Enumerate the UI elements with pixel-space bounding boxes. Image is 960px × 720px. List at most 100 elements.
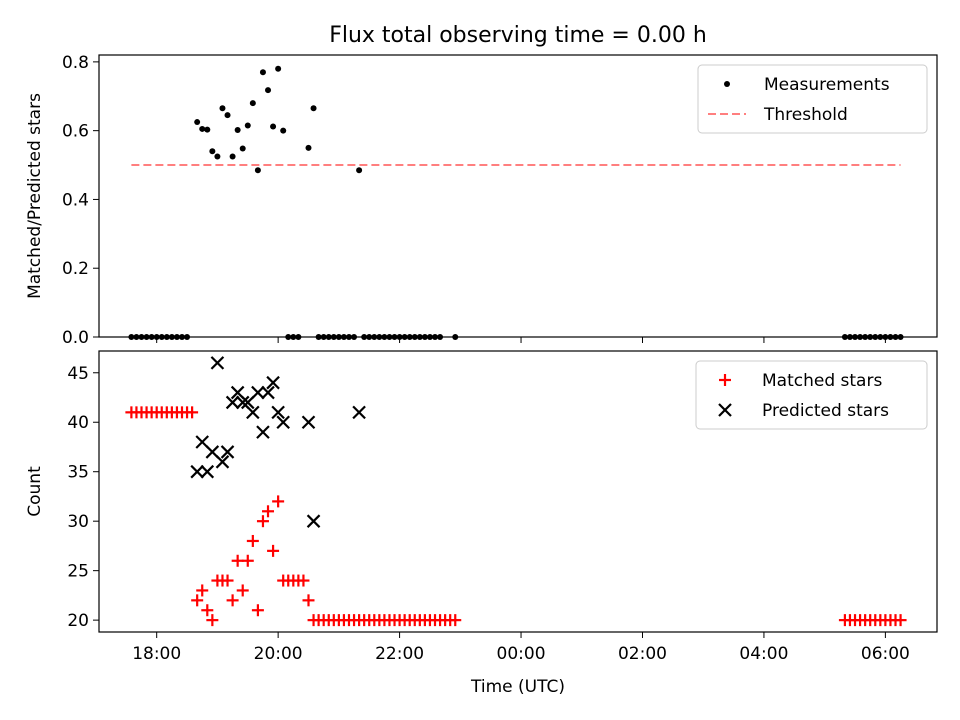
data-point xyxy=(290,334,297,340)
y-axis-label: Count xyxy=(25,466,45,517)
data-point xyxy=(205,445,220,459)
data-point xyxy=(882,334,889,340)
data-point xyxy=(204,126,211,133)
data-point xyxy=(272,495,285,508)
data-point xyxy=(421,334,428,340)
data-point xyxy=(862,334,869,340)
data-point xyxy=(267,544,280,557)
x-tick-label: 04:00 xyxy=(739,644,788,664)
x-tick-label: 18:00 xyxy=(132,644,181,664)
data-point xyxy=(396,334,403,340)
data-point xyxy=(196,584,209,597)
data-point xyxy=(351,334,358,340)
data-point xyxy=(186,406,199,419)
data-point xyxy=(452,334,459,340)
data-point xyxy=(199,125,206,132)
data-point xyxy=(841,334,848,340)
data-point xyxy=(416,334,423,340)
data-point xyxy=(401,334,408,340)
x-tick-label: 20:00 xyxy=(254,644,303,664)
legend-entry: Threshold xyxy=(708,105,848,125)
data-point xyxy=(345,334,352,340)
legend-box xyxy=(697,64,928,134)
data-point xyxy=(230,385,245,400)
legend-swatch xyxy=(718,403,732,417)
data-point xyxy=(148,334,155,340)
data-point xyxy=(168,334,175,340)
data-point xyxy=(857,334,864,340)
data-point xyxy=(437,334,444,340)
data-point xyxy=(220,445,235,459)
y-tick-label: 45 xyxy=(67,364,89,384)
data-point xyxy=(371,334,378,340)
data-point xyxy=(215,455,230,469)
data-point xyxy=(225,395,240,410)
axes-frame xyxy=(98,350,938,633)
data-point xyxy=(265,87,272,94)
data-point xyxy=(195,435,210,449)
y-tick-label: 0.4 xyxy=(62,190,89,210)
data-point xyxy=(128,334,135,340)
data-point xyxy=(251,604,264,617)
legend-entry: Measurements xyxy=(724,75,890,95)
data-point xyxy=(846,334,853,340)
data-point xyxy=(302,594,315,607)
data-point xyxy=(251,385,265,400)
data-point xyxy=(234,126,241,133)
data-point xyxy=(361,334,368,340)
legend-label: Matched stars xyxy=(762,371,882,391)
data-point xyxy=(246,534,259,547)
data-point xyxy=(133,334,140,340)
data-point xyxy=(259,69,266,76)
legend-box xyxy=(695,360,928,430)
data-point xyxy=(261,385,275,400)
data-point xyxy=(210,356,225,370)
data-point xyxy=(306,514,321,528)
x-tick-label: 06:00 xyxy=(861,644,910,664)
data-point xyxy=(310,105,317,112)
data-point xyxy=(190,464,204,479)
data-point xyxy=(143,334,150,340)
data-point xyxy=(275,65,282,72)
data-point xyxy=(406,334,413,340)
x-tick-label: 22:00 xyxy=(375,644,424,664)
data-point xyxy=(872,334,879,340)
data-point xyxy=(163,334,170,340)
data-point xyxy=(356,167,363,174)
y-tick-label: 0.0 xyxy=(62,328,89,348)
data-point xyxy=(426,334,433,340)
data-point xyxy=(335,334,342,340)
data-point xyxy=(262,505,275,518)
x-axis-label: Time (UTC) xyxy=(470,677,565,697)
data-point xyxy=(295,334,302,340)
data-point xyxy=(249,100,256,107)
y-tick-label: 0.8 xyxy=(62,53,89,73)
y-tick-label: 40 xyxy=(67,413,89,433)
data-point xyxy=(352,405,366,420)
data-point xyxy=(235,395,250,410)
data-point xyxy=(178,334,185,340)
series-matched-stars xyxy=(125,406,907,627)
data-point xyxy=(224,112,231,119)
data-point xyxy=(256,515,269,528)
y-tick-label: 35 xyxy=(67,463,89,483)
data-point xyxy=(241,554,254,567)
data-point xyxy=(246,405,260,420)
legend-entry: Matched stars xyxy=(719,371,882,391)
data-point xyxy=(158,334,165,340)
data-point xyxy=(138,334,145,340)
data-point xyxy=(376,334,383,340)
y-tick-label: 25 xyxy=(67,562,89,582)
legend: Matched stars Predicted stars xyxy=(695,360,928,430)
data-point xyxy=(239,145,246,152)
data-point xyxy=(209,148,216,155)
data-point xyxy=(226,594,239,607)
data-point xyxy=(256,425,270,439)
legend-label: Measurements xyxy=(764,75,890,95)
legend-label: Threshold xyxy=(763,105,848,125)
data-point xyxy=(297,574,310,587)
data-point xyxy=(231,554,244,567)
x-tick-label: 02:00 xyxy=(618,644,667,664)
data-point xyxy=(411,334,418,340)
